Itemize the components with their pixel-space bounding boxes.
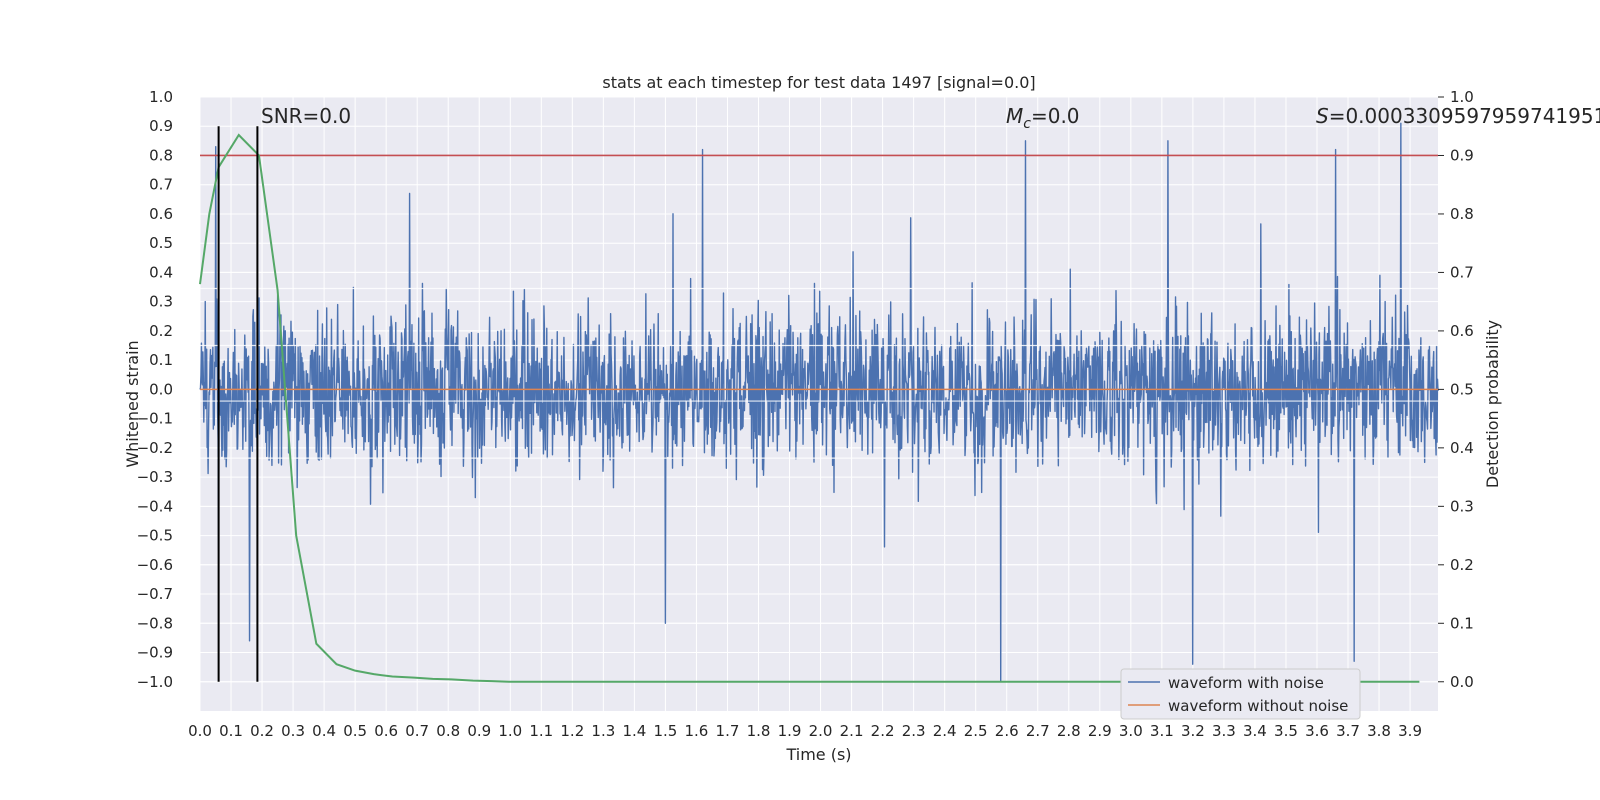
x-tick-label: 2.7 xyxy=(1026,722,1050,740)
legend-label-clean: waveform without noise xyxy=(1168,697,1348,715)
x-tick-label: 1.2 xyxy=(560,722,584,740)
x-tick-label: 1.0 xyxy=(498,722,522,740)
y-tick-label: 0.4 xyxy=(149,263,173,281)
y-tick-label: 0.7 xyxy=(149,176,173,194)
y2-tick-label: 0.5 xyxy=(1450,380,1474,398)
x-tick-label: 3.0 xyxy=(1119,722,1143,740)
x-tick-label: 2.3 xyxy=(902,722,926,740)
x-tick-label: 3.5 xyxy=(1274,722,1298,740)
y-tick-label: 1.0 xyxy=(149,88,173,106)
x-tick-label: 2.6 xyxy=(995,722,1019,740)
y-tick-label: 0.1 xyxy=(149,351,173,369)
x-axis-label: Time (s) xyxy=(785,745,851,764)
y2-tick-label: 0.9 xyxy=(1450,146,1474,164)
x-tick-label: 0.9 xyxy=(467,722,491,740)
x-tick-label: 1.5 xyxy=(653,722,677,740)
y2-tick-label: 0.6 xyxy=(1450,322,1474,340)
y-axis-ticks: 1.0 0.9 0.8 0.7 0.6 0.5 0.4 0.3 0.2 0.1 0.0 −0.1 −0.… xyxy=(137,88,173,691)
snr-annotation: SNR=0.0 xyxy=(261,104,351,128)
y2-tick-label: 0.0 xyxy=(1450,673,1474,691)
y-tick-label: −0.6 xyxy=(137,556,173,574)
y2-tick-label: 0.4 xyxy=(1450,439,1474,457)
y-tick-label: −0.7 xyxy=(137,585,173,603)
x-tick-label: 2.1 xyxy=(840,722,864,740)
chirp-mass-annotation: Mc=0.0 xyxy=(1006,104,1080,132)
x-tick-label: 3.8 xyxy=(1367,722,1391,740)
y-axis-label: Whitened strain xyxy=(123,340,142,467)
x-tick-label: 3.2 xyxy=(1181,722,1205,740)
x-tick-label: 1.8 xyxy=(747,722,771,740)
x-tick-label: 3.4 xyxy=(1243,722,1267,740)
y-tick-label: 0.6 xyxy=(149,205,173,223)
y-tick-label: −0.4 xyxy=(137,497,173,515)
legend: waveform with noise waveform without noi… xyxy=(1120,668,1361,720)
y2-axis-ticks: 1.0 0.9 0.8 0.7 0.6 0.5 0.4 0.3 0.2 0.1 0.0 xyxy=(1438,88,1474,691)
legend-box xyxy=(1120,668,1361,720)
y-tick-label: 0.2 xyxy=(149,322,173,340)
x-tick-label: 2.2 xyxy=(871,722,895,740)
x-tick-label: 1.1 xyxy=(529,722,553,740)
x-tick-label: 3.7 xyxy=(1336,722,1360,740)
x-tick-label: 1.3 xyxy=(591,722,615,740)
y-tick-label: 0.0 xyxy=(149,380,173,398)
y2-tick-label: 0.3 xyxy=(1450,497,1474,515)
x-tick-label: 3.6 xyxy=(1305,722,1329,740)
y-tick-label: −0.9 xyxy=(137,644,173,662)
y2-tick-label: 1.0 xyxy=(1450,88,1474,106)
series-detection-probability xyxy=(199,133,1420,683)
x-tick-label: 0.7 xyxy=(405,722,429,740)
x-tick-label: 0.8 xyxy=(436,722,460,740)
chart-title: stats at each timestep for test data 149… xyxy=(602,73,1035,92)
x-tick-label: 0.1 xyxy=(219,722,243,740)
x-tick-label: 2.5 xyxy=(964,722,988,740)
y-tick-label: 0.8 xyxy=(149,146,173,164)
y2-tick-label: 0.2 xyxy=(1450,556,1474,574)
x-tick-label: 3.9 xyxy=(1398,722,1422,740)
x-tick-label: 0.6 xyxy=(374,722,398,740)
y-tick-label: 0.5 xyxy=(149,234,173,252)
y-tick-label: −0.8 xyxy=(137,614,173,632)
x-tick-label: 2.0 xyxy=(809,722,833,740)
y-tick-label: −0.2 xyxy=(137,439,173,457)
y-tick-label: −0.1 xyxy=(137,410,173,428)
y2-tick-label: 0.8 xyxy=(1450,205,1474,223)
x-tick-label: 2.4 xyxy=(933,722,957,740)
x-tick-label: 2.9 xyxy=(1088,722,1112,740)
x-tick-label: 1.7 xyxy=(716,722,740,740)
x-tick-label: 1.9 xyxy=(778,722,802,740)
x-tick-label: 0.3 xyxy=(281,722,305,740)
x-tick-label: 1.4 xyxy=(622,722,646,740)
y-tick-label: −0.5 xyxy=(137,527,173,545)
x-tick-label: 0.2 xyxy=(250,722,274,740)
y2-axis-label: Detection probability xyxy=(1483,320,1502,488)
y-tick-label: −0.3 xyxy=(137,468,173,486)
legend-label-noise: waveform with noise xyxy=(1168,674,1324,692)
score-annotation: S=0.00033095979597419512 xyxy=(1316,104,1600,128)
x-tick-label: 2.8 xyxy=(1057,722,1081,740)
line-series-layer xyxy=(199,133,1438,683)
x-axis-ticks: 0.0 0.1 0.2 0.3 0.4 0.5 0.6 0.7 0.8 0.9 1.0 1.1 1.2 1… xyxy=(188,722,1422,740)
x-tick-label: 1.6 xyxy=(685,722,709,740)
x-tick-label: 0.5 xyxy=(343,722,367,740)
vertical-markers xyxy=(217,126,259,682)
y-tick-label: −1.0 xyxy=(137,673,173,691)
y2-tick-label: 0.1 xyxy=(1450,614,1474,632)
x-tick-label: 3.3 xyxy=(1212,722,1236,740)
x-tick-label: 3.1 xyxy=(1150,722,1174,740)
x-tick-label: 0.0 xyxy=(188,722,212,740)
y2-tick-label: 0.7 xyxy=(1450,263,1474,281)
y-tick-label: 0.3 xyxy=(149,293,173,311)
x-tick-label: 0.4 xyxy=(312,722,336,740)
y-tick-label: 0.9 xyxy=(149,117,173,135)
